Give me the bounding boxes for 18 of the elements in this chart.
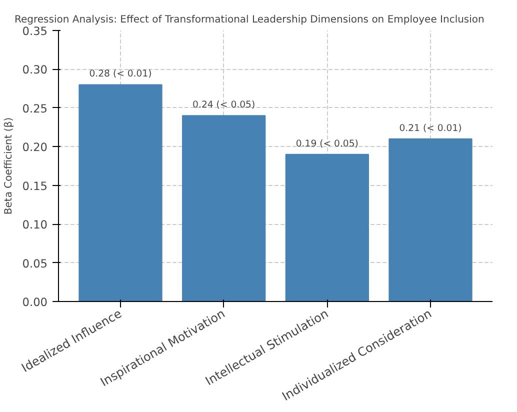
bar <box>182 115 266 302</box>
data-label: 0.24 (< 0.05) <box>192 100 256 111</box>
data-label: 0.28 (< 0.01) <box>89 68 152 80</box>
y-tick-label: 0.10 <box>22 218 48 232</box>
bar <box>388 138 472 302</box>
y-tick-label: 0.20 <box>22 140 48 154</box>
y-tick-label: 0.15 <box>22 178 48 193</box>
y-tick-label: 0.25 <box>22 101 48 116</box>
data-label: 0.19 (< 0.05) <box>296 138 358 150</box>
chart-title: Regression Analysis: Effect of Transformational Leadership Dimensions on Employee Inclusion <box>14 14 484 26</box>
y-tick-label: 0.30 <box>22 62 48 77</box>
bar <box>285 154 369 302</box>
y-tick-label: 0.05 <box>22 256 48 270</box>
bar <box>78 84 162 302</box>
y-axis-title: Beta Coefficient (β) <box>3 117 14 215</box>
y-tick-label: 0.35 <box>22 24 48 38</box>
y-tick-label: 0.00 <box>22 295 48 309</box>
data-label: 0.21 (< 0.01) <box>399 122 462 134</box>
